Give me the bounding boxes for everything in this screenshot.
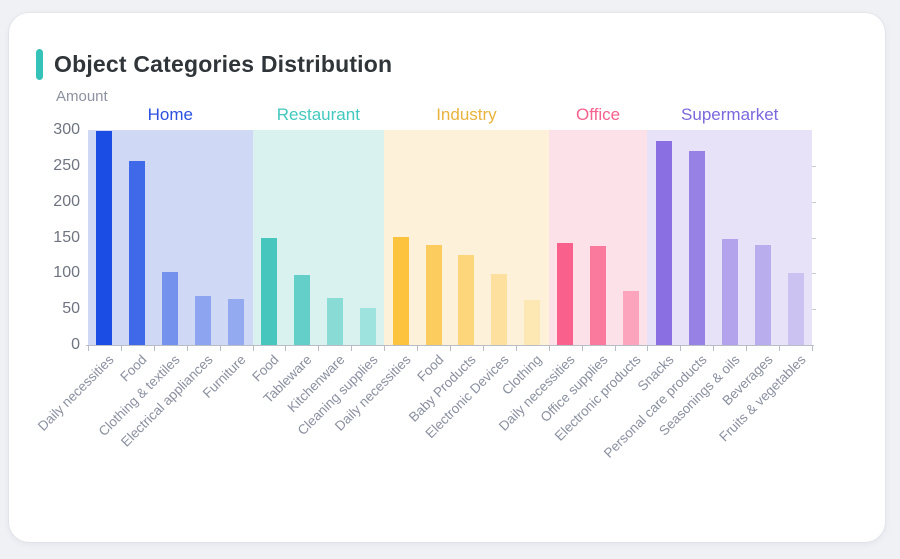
bar-restaurant-cleaning-supplies[interactable] xyxy=(359,308,376,345)
y-axis-title: Amount xyxy=(56,88,108,105)
y-axis-tick-label: 200 xyxy=(53,192,80,210)
group-label-industry: Industry xyxy=(436,105,497,124)
x-axis-tick xyxy=(351,346,353,351)
x-axis-tick xyxy=(713,346,715,351)
bar-industry-food[interactable] xyxy=(425,245,442,345)
x-axis-tick xyxy=(680,346,682,351)
bar-office-electronic-products[interactable] xyxy=(623,291,639,345)
bar-supermarket-personal-care-products[interactable] xyxy=(688,150,705,345)
x-axis-tick xyxy=(614,346,616,351)
bar-industry-daily-necessities[interactable] xyxy=(392,236,409,345)
y-axis-right-tick xyxy=(812,165,816,167)
group-label-home: Home xyxy=(147,105,193,124)
x-axis-tick xyxy=(186,346,188,351)
x-axis-tick xyxy=(779,346,781,351)
x-axis-tick xyxy=(647,346,649,351)
bar-office-office-supplies[interactable] xyxy=(590,246,607,345)
x-axis-tick xyxy=(120,346,122,351)
bar-industry-baby-products[interactable] xyxy=(458,254,475,345)
group-label-restaurant: Restaurant xyxy=(276,105,360,124)
y-axis-tick-label: 50 xyxy=(62,300,80,318)
y-axis-tick-label: 250 xyxy=(53,156,80,174)
x-axis-tick xyxy=(252,346,254,351)
bar-industry-clothing[interactable] xyxy=(524,299,541,345)
x-axis-tick xyxy=(450,346,451,351)
title-accent-bar xyxy=(36,49,43,80)
bar-office-daily-necessities[interactable] xyxy=(557,243,574,345)
x-axis-tick xyxy=(153,346,155,351)
y-axis-tick-label: 100 xyxy=(53,264,80,282)
bar-home-clothing-textiles[interactable] xyxy=(162,271,179,345)
y-axis-tick-label: 0 xyxy=(71,336,80,353)
y-axis-right-tick xyxy=(812,309,816,311)
x-axis-tick xyxy=(515,346,517,351)
y-axis-tick-label: 150 xyxy=(53,228,80,246)
bar-supermarket-beverages[interactable] xyxy=(754,244,771,345)
x-axis-tick xyxy=(417,346,419,351)
bar-industry-electronic-devices[interactable] xyxy=(491,274,508,345)
x-axis-tick xyxy=(548,346,550,351)
x-axis-tick xyxy=(219,346,221,351)
bar-restaurant-food[interactable] xyxy=(261,238,277,345)
x-axis-tick xyxy=(88,346,89,351)
group-label-office: Office xyxy=(576,105,621,124)
x-axis-tick xyxy=(812,346,813,351)
x-axis-tick xyxy=(746,346,748,351)
bar-home-food[interactable] xyxy=(129,160,146,345)
bar-restaurant-tableware[interactable] xyxy=(293,275,310,345)
x-axis-tick xyxy=(384,346,386,351)
page-title: Object Categories Distribution xyxy=(54,51,393,77)
x-axis-tick xyxy=(318,346,320,351)
y-axis-right-tick xyxy=(812,201,816,203)
y-axis-right-tick xyxy=(812,273,816,275)
bar-home-daily-necessities[interactable] xyxy=(96,131,113,345)
x-axis-tick xyxy=(581,346,583,351)
bar-supermarket-seasonings-oils[interactable] xyxy=(721,238,738,345)
bar-supermarket-fruits-vegetables[interactable] xyxy=(787,272,804,345)
bar-home-furniture[interactable] xyxy=(228,299,245,345)
x-axis-tick xyxy=(285,346,287,351)
bar-restaurant-kitchenware[interactable] xyxy=(326,298,343,345)
x-axis-line xyxy=(86,345,814,346)
x-axis-tick xyxy=(482,346,484,351)
bar-home-electrical-appliances[interactable] xyxy=(195,295,212,345)
group-label-supermarket: Supermarket xyxy=(681,105,779,124)
y-axis-tick-label: 300 xyxy=(53,121,80,138)
y-axis-right-tick xyxy=(812,237,816,239)
bar-supermarket-snacks[interactable] xyxy=(655,140,672,345)
